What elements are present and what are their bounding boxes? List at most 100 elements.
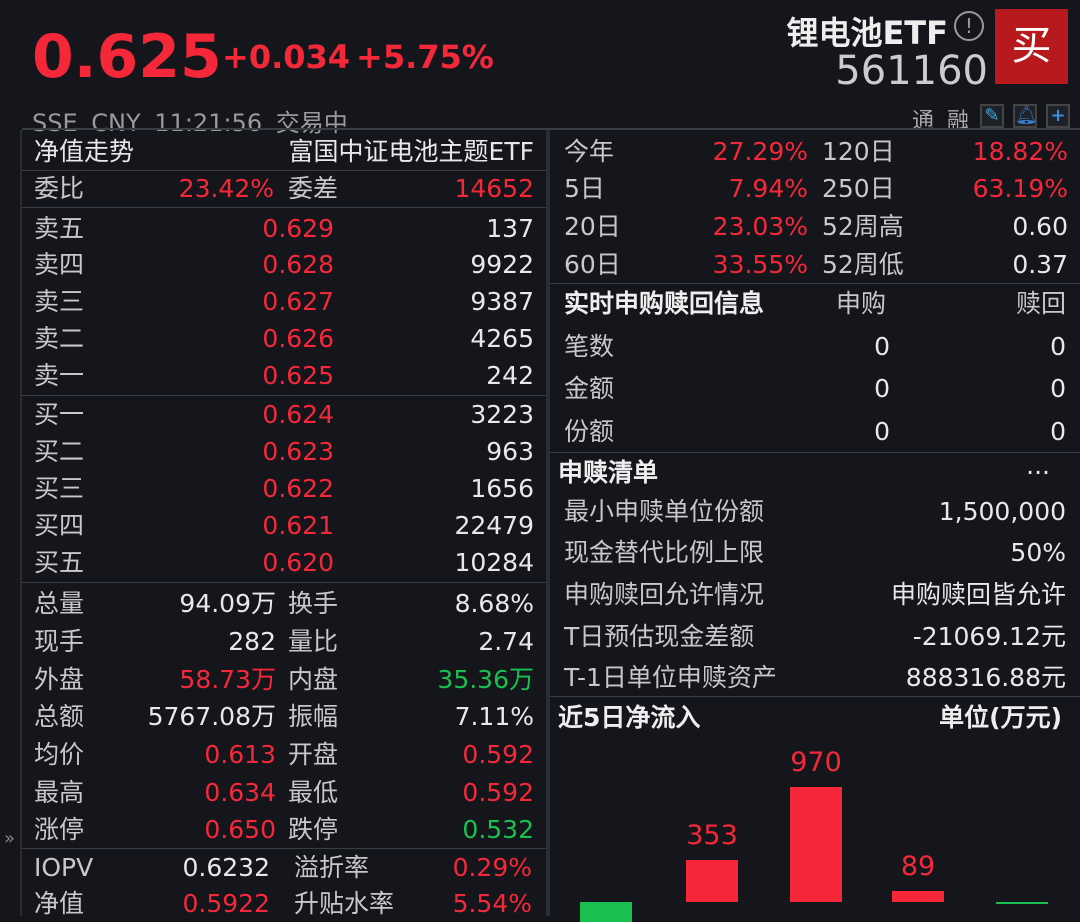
add-icon[interactable]: + xyxy=(1046,104,1070,128)
bar-label: 89 xyxy=(900,851,936,883)
bid-row: 买三 0.622 1656 xyxy=(22,471,546,507)
stat-value: 0.532 xyxy=(462,815,534,844)
trade-status: 交易中 xyxy=(275,109,348,137)
list-row: T-1日单位申赎资产 888316.88元 xyxy=(550,660,1080,696)
performance-row: 5日 7.94% 250日 63.19% xyxy=(550,171,1080,207)
period-return: 7.94% xyxy=(728,174,808,203)
stat-value: 0.613 xyxy=(204,740,276,769)
ask-row: 卖五 0.629 137 xyxy=(22,211,546,247)
bar-5 xyxy=(996,902,1048,904)
ask-volume: 137 xyxy=(486,214,534,243)
subscribe-value: 0 xyxy=(874,374,890,403)
divider xyxy=(22,170,546,171)
redeem-value: 0 xyxy=(1050,417,1066,446)
etf-info-panel: 今年 27.29% 120日 18.82% 5日 7.94% 250日 63.19% 20日 23… xyxy=(550,130,1080,922)
edit-icon[interactable]: ✎ xyxy=(980,104,1004,128)
ask-label: 卖五 xyxy=(34,214,85,243)
more-icon[interactable]: ··· xyxy=(1026,458,1050,487)
chart-unit: 单位(万元) xyxy=(939,703,1062,732)
bar-3 xyxy=(790,787,842,902)
list-label: 最小申赎单位份额 xyxy=(564,497,765,526)
etf-label: 溢折率 xyxy=(294,853,370,882)
list-header: 申赎清单 ··· xyxy=(550,455,1080,491)
redeem-value: 0 xyxy=(1050,374,1066,403)
period-label: 5日 xyxy=(564,174,605,203)
stat-row: 涨停 0.650 跌停 0.532 xyxy=(22,812,546,848)
ask-price: 0.628 xyxy=(262,250,334,279)
period-return: 33.55% xyxy=(712,250,808,279)
quote-time: 11:21:56 xyxy=(154,109,263,137)
bid-volume: 963 xyxy=(486,437,534,466)
bell-icon[interactable]: 🔔︎ xyxy=(1013,104,1038,128)
buy-button[interactable]: 买 xyxy=(995,9,1068,84)
list-value: 申购赎回皆允许 xyxy=(890,580,1066,609)
chart-header: 近5日净流入 单位(万元) xyxy=(550,700,1080,736)
divider xyxy=(22,128,1080,130)
stat-label: 最低 xyxy=(288,778,339,807)
performance-row: 20日 23.03% 52周高 0.60 xyxy=(550,209,1080,245)
stat-row: 总额 5767.08万 振幅 7.11% xyxy=(22,699,546,735)
list-label: T-1日单位申赎资产 xyxy=(564,663,777,692)
stat-value: 0.592 xyxy=(462,778,534,807)
list-value: -21069.12元 xyxy=(912,622,1066,651)
period-value: 0.37 xyxy=(1012,250,1068,279)
realtime-row: 份额 0 0 xyxy=(550,414,1080,450)
ask-row: 卖二 0.626 4265 xyxy=(22,321,546,357)
bid-label: 买五 xyxy=(34,548,85,577)
bid-volume: 1656 xyxy=(470,474,534,503)
bid-price: 0.621 xyxy=(262,511,334,540)
panel-divider xyxy=(546,130,550,916)
realtime-header: 实时申购赎回信息 申购 赎回 xyxy=(550,286,1080,322)
bid-row: 买二 0.623 963 xyxy=(22,434,546,470)
etf-row: IOPV 0.6232 溢折率 0.29% xyxy=(22,850,546,886)
stat-label: 内盘 xyxy=(288,665,339,694)
stat-row: 外盘 58.73万 内盘 35.36万 xyxy=(22,662,546,698)
realtime-title: 实时申购赎回信息 xyxy=(564,289,765,318)
period-value: 0.60 xyxy=(1012,212,1068,241)
stat-label: 外盘 xyxy=(34,665,85,694)
currency: CNY xyxy=(91,109,141,137)
stat-label: 总量 xyxy=(34,589,85,618)
list-label: 现金替代比例上限 xyxy=(564,538,765,567)
stat-value: 35.36万 xyxy=(437,665,534,694)
etf-value: 0.6232 xyxy=(182,853,270,882)
stat-value: 58.73万 xyxy=(179,665,276,694)
stat-label: 开盘 xyxy=(288,740,339,769)
chart-title: 近5日净流入 xyxy=(558,703,701,732)
list-value: 1,500,000 xyxy=(938,497,1066,526)
stat-value: 0.650 xyxy=(204,815,276,844)
performance-row: 今年 27.29% 120日 18.82% xyxy=(550,134,1080,170)
last-price: 0.625 xyxy=(32,22,222,92)
exchange: SSE xyxy=(32,109,78,137)
bid-label: 买四 xyxy=(34,511,85,540)
ratio-value: 23.42% xyxy=(178,174,274,203)
quote-subline: SSE CNY 11:21:56 交易中 xyxy=(32,103,348,138)
etf-value: 5.54% xyxy=(452,889,532,918)
redeem-value: 0 xyxy=(1050,332,1066,361)
divider xyxy=(550,452,1080,453)
bar-label: 353 xyxy=(686,820,738,852)
expand-icon[interactable]: » xyxy=(4,828,16,849)
realtime-label: 份额 xyxy=(564,417,615,446)
bid-volume: 3223 xyxy=(470,400,534,429)
bid-volume: 22479 xyxy=(454,511,534,540)
info-icon[interactable]: ! xyxy=(954,11,984,41)
ask-volume: 4265 xyxy=(470,324,534,353)
bid-price: 0.620 xyxy=(262,548,334,577)
bar-2 xyxy=(686,860,738,902)
diff-value: 14652 xyxy=(454,174,534,203)
period-value: 18.82% xyxy=(972,137,1068,166)
list-row: 申购赎回允许情况 申购赎回皆允许 xyxy=(550,577,1080,613)
realtime-label: 金额 xyxy=(564,374,615,403)
list-title: 申赎清单 xyxy=(558,458,659,487)
bid-row: 买五 0.620 10284 xyxy=(22,545,546,581)
ask-row: 卖四 0.628 9922 xyxy=(22,247,546,283)
fund-name: 富国中证电池主题ETF xyxy=(288,137,534,166)
stat-value: 7.11% xyxy=(454,702,534,731)
nav-trend-link[interactable]: 净值走势 xyxy=(34,137,135,166)
price-change-pct: +5.75% xyxy=(356,38,494,76)
ask-row: 卖一 0.625 242 xyxy=(22,358,546,394)
bid-label: 买二 xyxy=(34,437,85,466)
stat-label: 最高 xyxy=(34,778,85,807)
ask-label: 卖二 xyxy=(34,324,85,353)
